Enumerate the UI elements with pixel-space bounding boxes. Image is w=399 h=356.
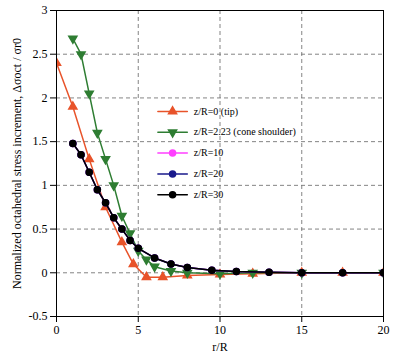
svg-text:2.5: 2.5 [33,47,48,61]
svg-text:20: 20 [378,323,390,337]
svg-text:-0.5: -0.5 [29,309,48,323]
svg-text:0.5: 0.5 [33,222,48,236]
svg-text:0: 0 [42,266,48,280]
svg-text:2: 2 [42,91,48,105]
svg-text:z/R=10: z/R=10 [194,147,224,158]
svg-text:z/R=0 (tip): z/R=0 (tip) [194,106,238,118]
svg-text:1: 1 [42,178,48,192]
svg-text:z/R=30: z/R=30 [194,189,224,200]
svg-text:r/R: r/R [212,340,227,354]
svg-text:5: 5 [135,323,141,337]
svg-text:10: 10 [214,323,226,337]
svg-text:1.5: 1.5 [33,134,48,148]
svg-text:z/R=20: z/R=20 [194,168,224,179]
svg-text:z/R=2.23 (cone shoulder): z/R=2.23 (cone shoulder) [194,126,296,138]
svg-text:3: 3 [42,3,48,17]
svg-text:15: 15 [296,323,308,337]
svg-text:0: 0 [54,323,60,337]
svg-text:Normalized octahedral stress i: Normalized octahedral stress increment, … [10,38,24,289]
